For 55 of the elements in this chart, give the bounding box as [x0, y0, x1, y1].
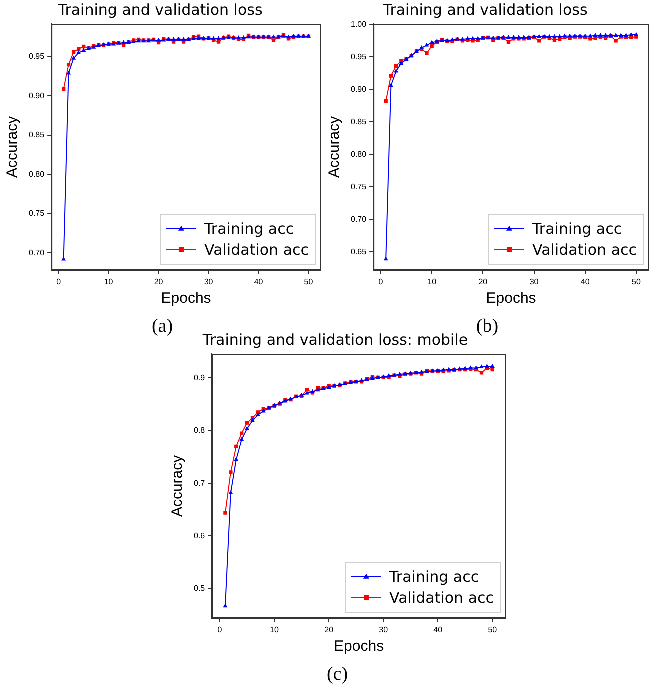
x-tick-label: 40 — [434, 625, 444, 634]
y-axis-title: Accuracy — [169, 454, 186, 518]
y-axis-title: Accuracy — [4, 116, 22, 178]
x-axis-title: Epochs — [161, 290, 212, 308]
legend-label: Validation acc — [389, 588, 494, 607]
y-tick-label: 0.75 — [28, 209, 46, 218]
y-tick-label: 0.65 — [350, 247, 368, 256]
y-tick-label: 0.7 — [194, 478, 206, 488]
y-tick-label: 0.90 — [350, 84, 368, 94]
chart-title: Training and validation loss: mobile — [202, 330, 468, 349]
legend-label: Training acc — [388, 568, 480, 586]
text: (a) — [152, 316, 174, 337]
y-tick-label: 0.85 — [350, 117, 368, 126]
text: (b) — [476, 316, 499, 337]
x-tick-label: 40 — [254, 277, 264, 286]
x-tick-label: 10 — [104, 277, 114, 286]
y-tick-label: 0.95 — [350, 52, 368, 62]
legend-label: Training acc — [531, 220, 622, 238]
x-tick-label: 10 — [428, 277, 438, 286]
text: (c) — [326, 664, 350, 686]
x-axis-title: Epochs — [334, 638, 384, 656]
y-tick-label: 0.80 — [350, 150, 368, 159]
x-axis-title: Epochs — [486, 290, 536, 308]
chart-title: Training and validation loss — [57, 0, 263, 19]
x-tick-label: 20 — [154, 277, 164, 286]
y-tick-label: 0.9 — [194, 373, 206, 382]
y-tick-label: 0.75 — [350, 182, 368, 192]
x-tick-label: 20 — [478, 277, 488, 286]
legend-label: Training acc — [203, 220, 294, 238]
x-tick-label: 20 — [324, 625, 334, 634]
y-tick-label: 0.5 — [194, 584, 206, 594]
x-tick-label: 0 — [56, 277, 62, 286]
x-tick-label: 10 — [270, 625, 280, 634]
y-tick-label: 0.90 — [28, 91, 46, 100]
x-tick-label: 0 — [378, 277, 384, 286]
y-tick-label: 0.70 — [28, 248, 46, 258]
x-tick-label: 50 — [304, 277, 314, 286]
legend-label: Validation acc — [204, 240, 310, 259]
x-tick-label: 30 — [204, 277, 214, 286]
x-tick-label: 50 — [632, 277, 642, 286]
legend-label: Validation acc — [532, 240, 638, 259]
chart-title: Training and validation loss — [382, 0, 588, 19]
y-tick-label: 0.85 — [28, 130, 46, 140]
x-tick-label: 0 — [218, 625, 223, 634]
y-tick-label: 0.80 — [28, 170, 46, 179]
x-tick-label: 30 — [530, 277, 540, 286]
y-tick-label: 0.95 — [28, 52, 46, 62]
y-tick-label: 0.8 — [194, 426, 206, 436]
x-tick-label: 40 — [580, 277, 590, 286]
y-tick-label: 1.00 — [350, 20, 368, 29]
y-tick-label: 0.70 — [350, 214, 368, 224]
y-tick-label: 0.6 — [194, 531, 206, 540]
x-tick-label: 30 — [379, 625, 389, 634]
x-tick-label: 50 — [488, 625, 498, 634]
y-axis-title: Accuracy — [326, 116, 344, 178]
